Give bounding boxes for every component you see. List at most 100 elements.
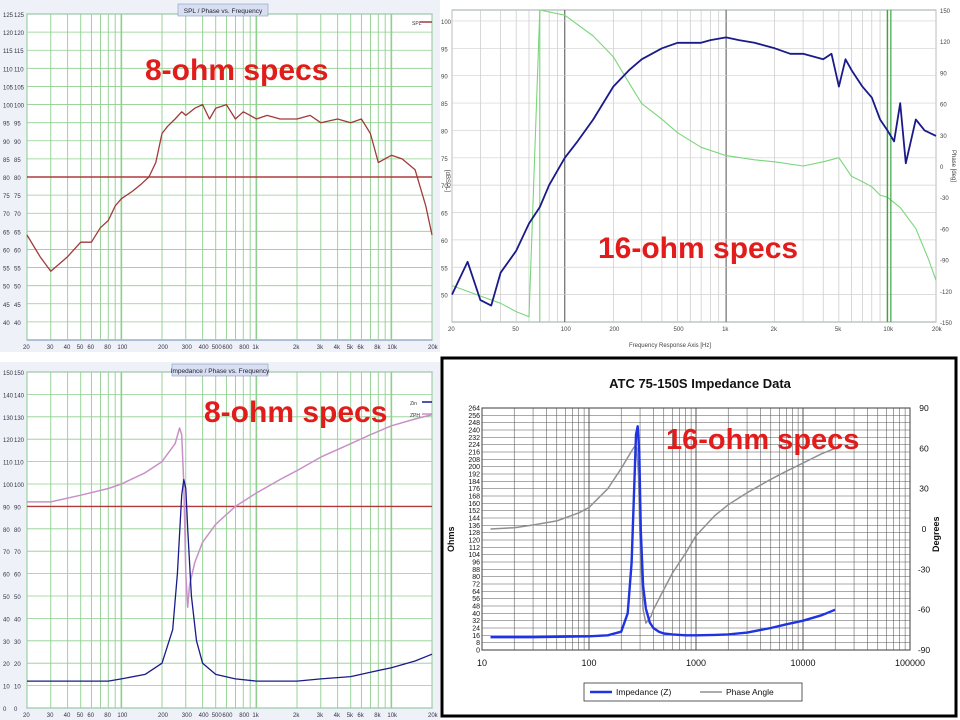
y-tick-label: 95 bbox=[3, 122, 10, 128]
y-tick-label-secondary: 120 bbox=[14, 31, 25, 37]
y2-tick-label: -30 bbox=[918, 564, 931, 574]
x-tick-label: 60 bbox=[87, 345, 94, 351]
y2-tick-label: -60 bbox=[940, 227, 949, 233]
y-tick-label-secondary: 140 bbox=[14, 393, 25, 399]
y-tick-label-secondary: 130 bbox=[14, 416, 25, 422]
series-spl-line bbox=[26, 103, 433, 272]
x-tick-label: 100 bbox=[117, 345, 128, 351]
y-tick-label-secondary: 125 bbox=[14, 13, 25, 19]
y-tick-label: 100 bbox=[3, 483, 14, 489]
legend-label-phase: Phase Angle bbox=[726, 687, 774, 697]
x-tick-label: 20k bbox=[932, 327, 943, 333]
y2-tick-label: -30 bbox=[940, 196, 949, 202]
y-tick-label: 75 bbox=[441, 157, 448, 163]
y-tick-label: 50 bbox=[3, 285, 10, 291]
y-tick-label-secondary: 90 bbox=[14, 505, 21, 511]
x-tick-label: 400 bbox=[199, 713, 210, 719]
x-tick-label: 200 bbox=[158, 713, 169, 719]
y-tick-label: 136 bbox=[468, 523, 480, 530]
y-tick-label-secondary: 110 bbox=[14, 67, 24, 73]
x-tick-label: 10000 bbox=[790, 658, 815, 668]
y2-tick-label: -120 bbox=[940, 290, 953, 296]
y-tick-label: 70 bbox=[3, 550, 10, 556]
y-tick-label: 115 bbox=[3, 49, 13, 55]
y-tick-label: 90 bbox=[3, 505, 10, 511]
x-tick-label: 100000 bbox=[895, 658, 925, 668]
y-tick-label-secondary: 45 bbox=[14, 303, 21, 309]
x-tick-label: 1k bbox=[252, 345, 259, 351]
y-tick-label-secondary: 110 bbox=[14, 461, 24, 467]
x-tick-label: 1000 bbox=[686, 658, 706, 668]
x-tick-label: 1k bbox=[252, 713, 259, 719]
y-tick-label: 48 bbox=[472, 604, 480, 611]
spec-label-bottom-left: 8-ohm specs bbox=[204, 396, 388, 429]
y-tick-label: 85 bbox=[441, 102, 448, 108]
y2-tick-label: 60 bbox=[919, 443, 929, 453]
y-tick-label-secondary: 90 bbox=[14, 140, 21, 146]
chart-title: Impedance / Phase vs. Frequency bbox=[171, 368, 270, 375]
y-tick-label: 60 bbox=[3, 248, 10, 254]
y-tick-label: 120 bbox=[3, 438, 14, 444]
chart-title: ATC 75-150S Impedance Data bbox=[609, 376, 792, 391]
y-tick-label: 184 bbox=[468, 479, 480, 486]
y-tick-label-secondary: 80 bbox=[14, 176, 21, 182]
y-tick-label: 65 bbox=[3, 230, 10, 236]
y-tick-label: 20 bbox=[3, 662, 10, 668]
atc-impedance-chart-16ohm: ATC 75-150S Impedance Data 264 256 248 240 23… bbox=[440, 356, 960, 720]
y-tick-label: 90 bbox=[441, 75, 448, 81]
x-tick-label: 400 bbox=[199, 345, 210, 351]
series-phase-angle-line bbox=[490, 444, 836, 624]
y2-tick-label: -60 bbox=[918, 605, 931, 615]
y-tick-label: 16 bbox=[472, 633, 480, 640]
x-tick-label: 2k bbox=[771, 327, 778, 333]
x-tick-label: 5k bbox=[347, 345, 354, 351]
y-tick-label: 0 bbox=[476, 648, 480, 655]
x-tick-label: 80 bbox=[104, 345, 111, 351]
x-tick-label: 50 bbox=[512, 327, 519, 333]
y2-tick-label: 0 bbox=[940, 165, 944, 171]
x-tick-label: 60 bbox=[87, 713, 94, 719]
y-tick-label-secondary: 70 bbox=[14, 550, 21, 556]
x-tick-label: 100 bbox=[581, 658, 596, 668]
x-tick-label: 20k bbox=[428, 345, 439, 351]
y-tick-label: 60 bbox=[3, 573, 10, 579]
y-tick-label: 208 bbox=[468, 457, 480, 464]
y-tick-label: 55 bbox=[3, 267, 10, 273]
y-axis-label: Ohms bbox=[446, 526, 456, 552]
x-tick-label: 80 bbox=[104, 713, 111, 719]
y-tick-label: 110 bbox=[3, 461, 13, 467]
y-tick-label: 90 bbox=[3, 140, 10, 146]
y-tick-label: 110 bbox=[3, 67, 13, 73]
y-tick-label-secondary: 105 bbox=[14, 85, 25, 91]
y-tick-label-secondary: 0 bbox=[14, 707, 18, 713]
x-tick-label: 600 bbox=[222, 713, 233, 719]
x-tick-label: 2k bbox=[293, 713, 300, 719]
y-tick-label-secondary: 120 bbox=[14, 438, 25, 444]
x-tick-label: 5k bbox=[835, 327, 842, 333]
y-tick-label-secondary: 70 bbox=[14, 212, 21, 218]
spl-phase-chart-16ohm-svg: 100 95 90 85 80 75 70 65 60 55 50 150 120 90 60 30 0 -30 -… bbox=[441, 9, 956, 349]
legend-label-impedance: Impedance (Z) bbox=[616, 687, 671, 697]
y-tick-label-secondary: 60 bbox=[14, 248, 21, 254]
y-tick-label-secondary: 20 bbox=[14, 662, 21, 668]
y-tick-label-secondary: 30 bbox=[14, 640, 21, 646]
y2-tick-label: -150 bbox=[940, 321, 953, 327]
y-tick-label: 130 bbox=[3, 416, 14, 422]
x-tick-label: 800 bbox=[239, 713, 250, 719]
y-tick-label: 56 bbox=[472, 596, 480, 603]
y-tick-label: 232 bbox=[468, 435, 480, 442]
legend-box bbox=[583, 682, 803, 702]
y-tick-label-secondary: 100 bbox=[14, 104, 25, 110]
y-tick-label-secondary: 85 bbox=[14, 158, 21, 164]
y-tick-label: 100 bbox=[3, 104, 14, 110]
y-tick-label: 40 bbox=[3, 617, 10, 623]
x-tick-label: 100 bbox=[561, 327, 572, 333]
legend-label-zin: Zin bbox=[410, 401, 417, 407]
y-tick-label: 80 bbox=[3, 528, 10, 534]
y-tick-label: 50 bbox=[441, 294, 448, 300]
y-tick-label: 40 bbox=[472, 611, 480, 618]
series-impedance-line bbox=[490, 425, 836, 639]
series-spl-line bbox=[451, 36, 937, 307]
y-tick-label: 140 bbox=[3, 393, 14, 399]
